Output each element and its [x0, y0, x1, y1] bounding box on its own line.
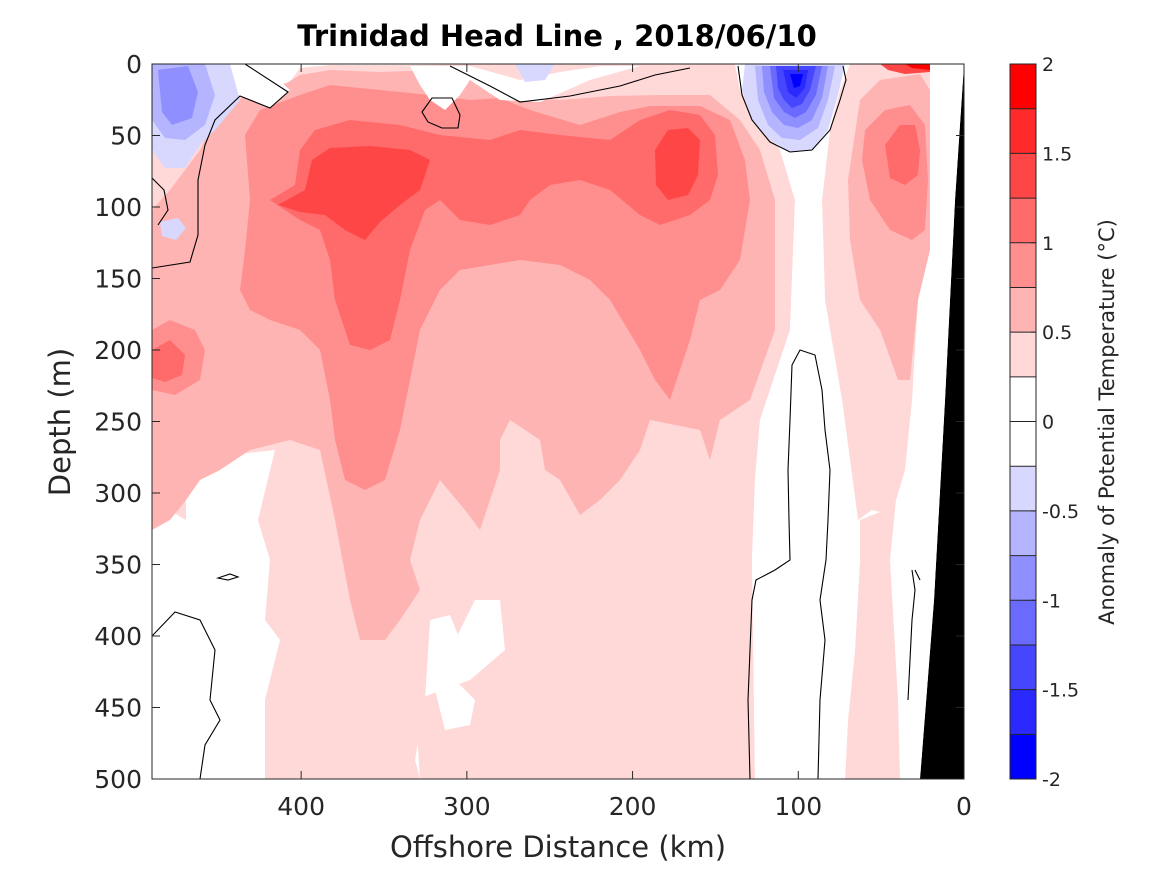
x-tick-label: 400: [277, 792, 325, 821]
contour-fill-cold-0.25-surface: [515, 64, 555, 82]
x-tick-label: 0: [956, 792, 972, 821]
zero-contour-surface-loop: [421, 97, 461, 129]
colorbar-tick-label: 1: [1042, 233, 1054, 255]
y-axis-title: Depth (m): [43, 348, 77, 496]
colorbar-band: [1010, 376, 1036, 422]
seafloor-slope: [920, 64, 964, 779]
zero-contour-nearshore-2: [914, 569, 921, 581]
zero-contour-lowerleft: [152, 611, 221, 779]
zero-contour-surface: [449, 65, 691, 103]
y-tick-label: 100: [94, 193, 142, 222]
contour-fill-warm-1.75-surface: [905, 64, 930, 70]
contour-fill-cold-0.75-upperleft: [158, 66, 198, 125]
colorbar-tick-label: -1: [1042, 590, 1061, 612]
colorbar-band: [1010, 287, 1036, 333]
colorbar-band: [1010, 689, 1036, 735]
y-tick-label: 300: [94, 479, 142, 508]
colorbar-band: [1010, 734, 1036, 779]
y-tick-label: 250: [94, 408, 142, 437]
contour-fill-cold-1.75-eddy: [790, 74, 803, 88]
zero-contour-leftmargin: [152, 177, 169, 226]
colorbar-band: [1010, 644, 1036, 690]
colorbar-band: [1010, 332, 1036, 377]
y-tick-label: 50: [110, 122, 142, 151]
colorbar-tick-label: 0.5: [1042, 322, 1072, 344]
zero-contour-small-loop: [215, 573, 240, 581]
contour-fill-cold-0.25-left-deep: [160, 218, 186, 240]
colorbar-band: [1010, 421, 1036, 467]
contour-fill-warm-1.25-core-east: [655, 128, 700, 200]
x-tick-label: 200: [609, 792, 657, 821]
zero-contour-mid: [747, 349, 831, 779]
y-tick-label: 350: [94, 551, 142, 580]
y-tick-label: 200: [94, 336, 142, 365]
colorbar-band: [1010, 600, 1036, 645]
y-tick-label: 400: [94, 622, 142, 651]
y-tick-label: 500: [94, 765, 142, 794]
colorbar-band: [1010, 242, 1036, 288]
contour-fill-warm-1.25-core-west: [278, 146, 430, 240]
colorbar-title: Anomaly of Potential Temperature (°C): [1095, 219, 1119, 625]
contour-fill-neutral-surface: [410, 66, 640, 110]
colorbar-band: [1010, 108, 1036, 154]
zero-contour-upperleft: [152, 64, 289, 269]
colorbar-tick-label: 2: [1042, 54, 1054, 76]
colorbar-band: [1010, 466, 1036, 511]
zero-contours: [152, 64, 921, 779]
colorbar-band: [1010, 555, 1036, 601]
x-axis-title: Offshore Distance (km): [390, 830, 726, 864]
colorbar-tick-label: -2: [1042, 769, 1061, 791]
contour-fill-warm-1.0-nearshore: [885, 125, 920, 185]
y-tick-label: 0: [126, 50, 142, 79]
colorbar-band: [1010, 510, 1036, 556]
contour-fill-neutral-bottom-1: [435, 680, 475, 730]
seafloor-mask-right: [920, 64, 964, 779]
colorbar-tick-label: 0: [1042, 412, 1054, 434]
plot-area: [151, 63, 965, 780]
chart-title: Trinidad Head Line , 2018/06/10: [297, 19, 817, 53]
x-axis: 400 300 200 100 0: [277, 64, 972, 821]
contour-fill-warm-1.0-west: [152, 340, 185, 382]
y-tick-label: 450: [94, 694, 142, 723]
colorbar-tick-label: -1.5: [1042, 680, 1079, 702]
contour-fill-neutral-lowerleft: [152, 612, 215, 779]
colorbar-tick-label: -0.5: [1042, 501, 1079, 523]
contour-fill-neutral-mid: [742, 64, 860, 779]
colorbar: 2 1.5 1 0.5 0 -0.5 -1 -1.5 -2: [1009, 54, 1079, 791]
x-tick-label: 100: [774, 792, 822, 821]
colorbar-band: [1010, 153, 1036, 199]
x-tick-label: 300: [443, 792, 491, 821]
colorbar-band: [1010, 64, 1036, 109]
y-tick-label: 150: [94, 265, 142, 294]
zero-contour-nearshore: [907, 569, 916, 701]
zero-contour-eddy: [737, 65, 847, 153]
anomaly-field: [152, 64, 964, 779]
colorbar-band: [1010, 198, 1036, 243]
y-axis: 0 50 100 150 200 250 300 350 400 450 500: [94, 50, 964, 794]
colorbar-tick-label: 1.5: [1042, 143, 1072, 165]
contour-fill-neutral-bottom-2: [430, 615, 460, 670]
